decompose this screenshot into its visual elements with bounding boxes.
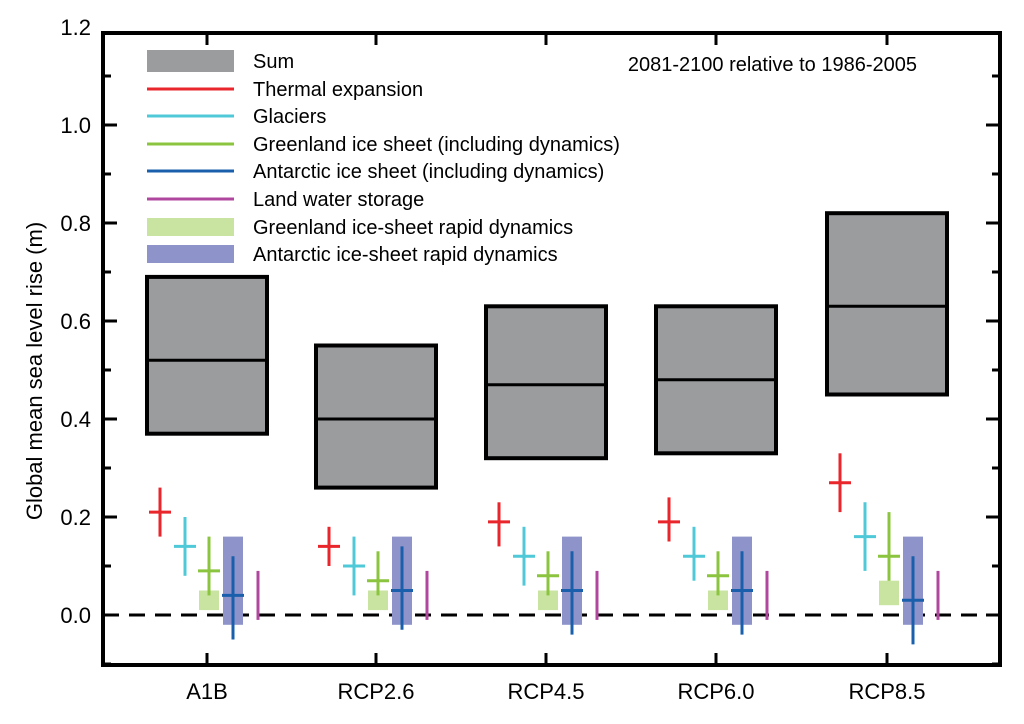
axes: 0.0 0.2 0.4 0.6 0.8 1.0 1.2 A1B RCP2.6 RCP4.5 RCP6… [60, 15, 1002, 704]
data-marks [145, 211, 949, 645]
y-tick-label: 1.0 [60, 113, 91, 138]
legend-swatch-antarctic-ice-sheet-rapid-dynamics [147, 245, 234, 263]
y-axis-label: Global mean sea level rise (m) [22, 222, 47, 520]
sum-box-a1b [145, 274, 269, 436]
x-category-label: RCP8.5 [848, 679, 925, 704]
legend-label-land-water-storage: Land water storage [253, 189, 424, 211]
greenland-ice-sheet-rapid-dynamics-bar-rcp2-6 [368, 590, 388, 611]
y-tick-label: 0.0 [60, 603, 91, 628]
x-category-label: RCP2.6 [337, 679, 414, 704]
legend-label-thermal-expansion: Thermal expansion [253, 79, 423, 101]
y-tick-label: 0.8 [60, 211, 91, 236]
plot-frame [101, 31, 1002, 667]
x-category-label: RCP4.5 [507, 679, 584, 704]
greenland-ice-sheet-rapid-dynamics-bar-rcp8-5 [879, 580, 899, 606]
legend-label-antarctic-ice-sheet-rapid-dynamics: Antarctic ice-sheet rapid dynamics [253, 244, 558, 266]
legend-label-glaciers: Glaciers [253, 106, 326, 128]
greenland-ice-sheet-rapid-dynamics-bar-a1b [199, 590, 219, 611]
greenland-ice-sheet-rapid-dynamics-bar-rcp6-0 [708, 590, 728, 611]
x-category-label: RCP6.0 [677, 679, 754, 704]
sum-box-rcp4-5 [484, 304, 608, 461]
legend-label-sum: Sum [253, 51, 294, 73]
y-tick-label: 0.4 [60, 407, 91, 432]
legend: Sum Thermal expansion Glaciers Greenland ic… [147, 50, 620, 266]
sum-box-rcp2-6 [314, 343, 438, 490]
legend-swatch-sum [147, 50, 234, 72]
y-tick-label: 1.2 [60, 15, 91, 40]
legend-label-greenland-ice-sheet-including-dynamics: Greenland ice sheet (including dynamics) [253, 134, 620, 156]
greenland-ice-sheet-rapid-dynamics-bar-rcp4-5 [538, 590, 558, 611]
legend-label-greenland-ice-sheet-rapid-dynamics: Greenland ice-sheet rapid dynamics [253, 217, 573, 239]
legend-label-antarctic-ice-sheet-including-dynamics: Antarctic ice sheet (including dynamics) [253, 161, 604, 183]
legend-swatch-greenland-ice-sheet-rapid-dynamics [147, 218, 234, 236]
period-annotation: 2081-2100 relative to 1986-2005 [628, 54, 917, 76]
x-category-label: A1B [186, 679, 228, 704]
y-tick-label: 0.6 [60, 309, 91, 334]
y-tick-label: 0.2 [60, 505, 91, 530]
sum-box-rcp8-5 [825, 211, 949, 397]
